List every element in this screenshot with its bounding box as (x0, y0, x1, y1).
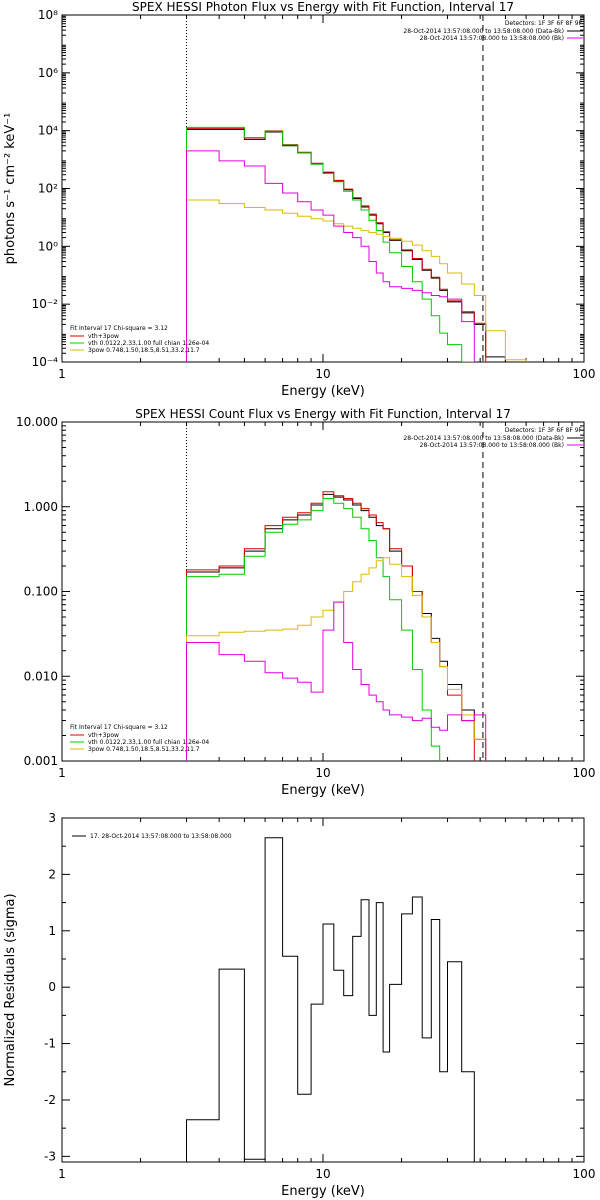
x-tick-label: 1 (58, 766, 66, 780)
legend-label: 3pow 0.748,1.50,18.5,8.51,33.2,11.7 (88, 347, 200, 354)
y-tick-label: 10⁻⁴ (32, 355, 59, 369)
y-tick-label: 10⁻² (32, 297, 59, 311)
series-residuals (186, 837, 475, 1162)
series-group (186, 837, 475, 1162)
x-tick-label: 10 (315, 766, 330, 780)
x-axis-label: Energy (keV) (281, 384, 365, 399)
legend-label: vth 0.0122,2.33,1.00 full chian 1.26e-04 (88, 739, 209, 746)
y-tick-label: -2 (44, 1093, 56, 1107)
x-tick-label: 100 (573, 367, 596, 381)
y-tick-label: 1.000 (24, 500, 58, 514)
series-group (186, 491, 487, 761)
y-tick-label: 0 (48, 980, 56, 994)
y-tick-label: 0.001 (24, 754, 58, 768)
series-3pow (186, 557, 487, 761)
legend-label: 28-Oct-2014 13:57:08.000 to 13:58:08.000… (420, 442, 564, 449)
series-vth-3pow (186, 127, 487, 362)
series-vth (186, 126, 475, 362)
legend-header: Detectors: 1F 3F 6F 8F 9F (505, 427, 583, 434)
legend-label: 28-Oct-2014 13:57:08.000 to 13:58:08.000… (403, 435, 564, 442)
y-tick-label: 2 (48, 867, 56, 881)
y-tick-label: 10⁰ (38, 239, 58, 253)
y-tick-label: 10⁸ (38, 8, 58, 22)
x-axis-label: Energy (keV) (281, 1184, 365, 1199)
chart-3: 1 10 100 -3 -2 -1 0 1 2 3 Energy (keV) Normalized R… (3, 811, 595, 1199)
series-group (186, 126, 527, 362)
chart-1: 1 10 100 10⁻⁴ 10⁻² 10⁰ 10² 10⁴ 10⁶ 10⁸ SPEX HESSI … (3, 0, 595, 399)
y-tick-label: -1 (44, 1037, 56, 1051)
y-tick-label: 10⁴ (38, 124, 58, 138)
x-axis-label: Energy (keV) (281, 783, 365, 798)
chart-2: 1 10 100 0.001 0.010 0.100 1.000 10.000 SPEX HES… (16, 407, 595, 798)
series-3pow (186, 199, 527, 362)
x-tick-label: 10 (315, 1167, 330, 1181)
legend-label: vth+3pow (88, 333, 119, 340)
y-tick-label: -3 (44, 1149, 56, 1163)
y-axis-label: photons s⁻¹ cm⁻² keV⁻¹ (3, 113, 18, 265)
chart-title: SPEX HESSI Count Flux vs Energy with Fit… (135, 407, 511, 421)
legend-label: vth 0.0122,2.33,1.00 full chian 1.26e-04 (88, 340, 209, 347)
y-tick-label: 0.010 (24, 669, 58, 683)
y-tick-label: 10² (38, 182, 58, 196)
y-tick-label: 10.000 (16, 415, 58, 429)
y-axis-label: Normalized Residuals (sigma) (3, 893, 18, 1086)
x-tick-label: 1 (58, 1167, 66, 1181)
legend-label: vth+3pow (88, 732, 119, 739)
chart-title: SPEX HESSI Photon Flux vs Energy with Fi… (132, 0, 514, 14)
y-tick-label: 0.100 (24, 585, 58, 599)
legend-header: Detectors: 1F 3F 6F 8F 9F (505, 20, 583, 27)
series-vth (186, 498, 441, 761)
x-tick-label: 100 (573, 766, 596, 780)
legend-label: 17. 28-Oct-2014 13:57:08.000 to 13:58:08… (90, 833, 232, 840)
x-tick-label: 100 (573, 1167, 596, 1181)
legend-label: 28-Oct-2014 13:57:08.000 to 13:58:08.000… (403, 28, 564, 35)
x-tick-label: 10 (315, 367, 330, 381)
legend-header: Fit Interval 17 Chi-square = 3.12 (70, 325, 168, 332)
plot-frame (61, 14, 585, 363)
series-data-bk (186, 129, 506, 362)
y-tick-label: 1 (48, 924, 56, 938)
legend-label: 28-Oct-2014 13:57:08.000 to 13:58:08.000… (420, 35, 564, 42)
legend-label: 3pow 0.748,1.50,18.5,8.51,33.2,11.7 (88, 746, 200, 753)
series-bk (186, 601, 487, 761)
y-tick-label: 10⁶ (38, 66, 58, 80)
x-tick-label: 1 (58, 367, 66, 381)
series-data-bk (186, 493, 487, 761)
y-tick-label: 3 (48, 811, 56, 825)
plot-frame (61, 421, 585, 762)
legend-header: Fit Interval 17 Chi-square = 3.12 (70, 724, 168, 731)
series-bk (186, 150, 475, 362)
